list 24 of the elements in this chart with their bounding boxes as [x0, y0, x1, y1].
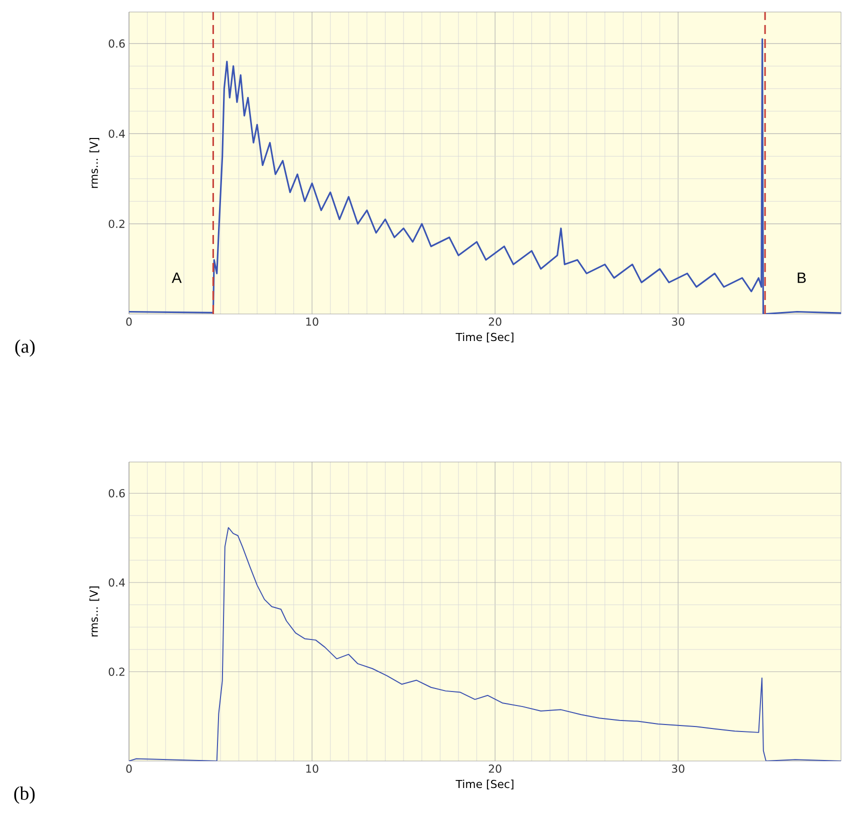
- y-axis-title: rms... [V]: [89, 586, 100, 636]
- line-series: [129, 38, 842, 314]
- y-tick-label: 0.6: [108, 39, 125, 48]
- ref-line-label: A: [172, 272, 182, 283]
- ref-line-label: B: [798, 272, 806, 283]
- text: (a): [15, 340, 35, 357]
- text: (b): [14, 786, 35, 804]
- x-tick-label: 20: [488, 764, 502, 773]
- y-tick-label: 0.4: [108, 578, 125, 587]
- y-axis-title: rms... [V]: [89, 138, 100, 188]
- x-tick-label: 10: [306, 764, 318, 773]
- x-tick-label: 0: [126, 318, 132, 326]
- y-tick-label: 0.2: [108, 220, 124, 228]
- line-series: [129, 527, 842, 761]
- x-tick-label: 0: [126, 764, 132, 773]
- x-tick-label: 20: [488, 318, 502, 326]
- y-tick-label: 0.2: [108, 668, 124, 676]
- x-tick-label: 30: [672, 318, 684, 326]
- x-axis-title: Time [Sec]: [456, 332, 514, 342]
- y-tick-label: 0.4: [108, 130, 125, 138]
- x-axis-title: Time [Sec]: [456, 780, 514, 790]
- y-tick-label: 0.6: [108, 489, 125, 498]
- x-tick-label: 10: [306, 318, 318, 326]
- x-tick-label: 30: [672, 764, 684, 773]
